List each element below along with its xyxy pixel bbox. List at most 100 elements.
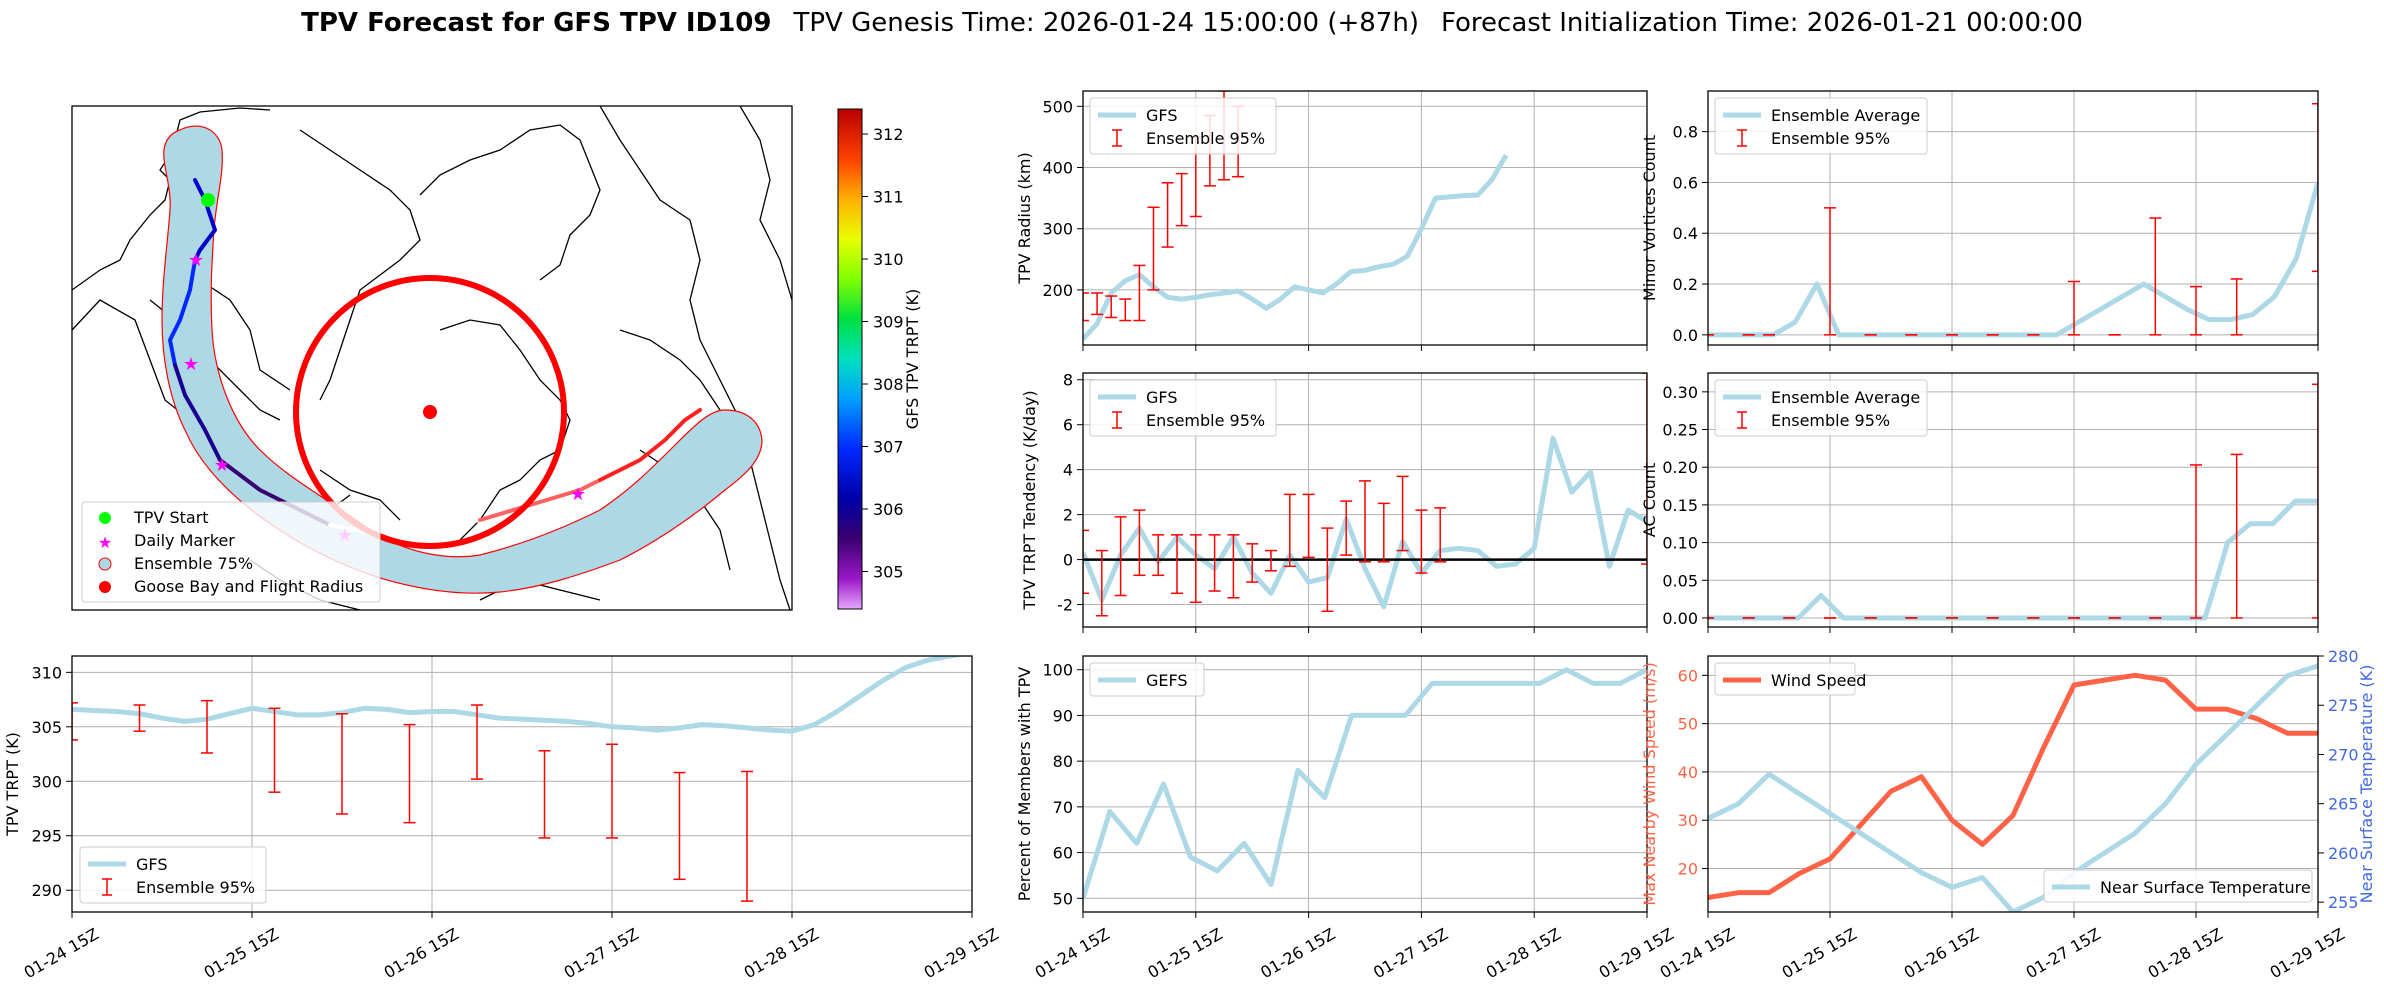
legend-box <box>1089 97 1277 155</box>
y-tick-label: 500 <box>1042 97 1073 116</box>
legend-label: GFS <box>1146 106 1177 125</box>
y-tick-label: 0.25 <box>1662 421 1698 440</box>
x-tick-label: 01-26 15Z <box>381 924 462 982</box>
y-tick-label: 400 <box>1042 159 1073 178</box>
radius-panel: 200 300 400 500 TPV Radius (km) GFS Ensemble 9… <box>1015 90 1648 351</box>
map-legend-item: Ensemble 75% <box>134 554 253 573</box>
legend-label: GFS <box>136 855 167 874</box>
trpt-panel: 290 295 300 305 310 01-24 15Z 01-25 15Z 01-26 1… <box>3 655 1002 982</box>
y-right-tick-label: 275 <box>2328 696 2359 715</box>
y-tick-label: 0.2 <box>1673 275 1698 294</box>
legend-box <box>1089 662 1205 697</box>
x-tick-label: 01-27 15Z <box>561 924 642 982</box>
y-tick-label: 300 <box>1042 220 1073 239</box>
axes-frame <box>1082 655 1648 913</box>
daily-marker: ★ <box>188 250 204 271</box>
daily-marker: ★ <box>214 455 230 476</box>
y-tick-label: 60 <box>1678 666 1698 685</box>
plot-area <box>1083 91 1509 341</box>
y-tick-label: 0.8 <box>1673 123 1698 142</box>
legend-label: GFS <box>1146 388 1177 407</box>
title-bold: TPV Forecast for GFS TPV ID109 <box>301 8 771 38</box>
colorbar-label: GFS TPV TRPT (K) <box>903 289 922 429</box>
y-tick-label: 4 <box>1063 461 1073 480</box>
legend-label: Near Surface Temperature <box>2100 878 2311 897</box>
colorbar-tick-label: 311 <box>873 188 904 207</box>
y-right-tick-label: 270 <box>2328 745 2359 764</box>
figure-title: TPV Forecast for GFS TPV ID109 TPV Genesi… <box>301 8 2083 38</box>
y-tick-label: 310 <box>31 663 62 682</box>
x-tick-label: 01-27 15Z <box>2023 924 2104 982</box>
daily-marker: ★ <box>570 484 586 505</box>
colorbar-tick-label: 305 <box>873 563 904 582</box>
y-right-tick-label: 260 <box>2328 844 2359 863</box>
tendency-panel: -2 0 2 4 6 8 TPV TRPT Tendency (K/day) GFS Ensem… <box>1020 371 1648 633</box>
y-tick-label: 20 <box>1678 860 1698 879</box>
y-tick-label: 40 <box>1678 763 1698 782</box>
y-tick-label: 0.4 <box>1673 224 1698 243</box>
plot-area <box>1708 102 2318 338</box>
colorbar-tick-label: 309 <box>873 313 904 332</box>
legend-label: GEFS <box>1146 671 1188 690</box>
gfs-trpt-line <box>72 656 967 734</box>
map-legend-item: Goose Bay and Flight Radius <box>134 577 363 596</box>
colorbar-tick-label: 306 <box>873 500 904 519</box>
map-legend-item: TPV Start <box>133 508 209 527</box>
y-tick-label: 0.00 <box>1662 609 1698 628</box>
x-tick-label: 01-26 15Z <box>1901 924 1982 982</box>
y-tick-label: 0.6 <box>1673 173 1698 192</box>
x-tick-label: 01-28 15Z <box>741 924 822 982</box>
y-tick-label: 305 <box>31 718 62 737</box>
legend-box <box>2043 869 2313 903</box>
map-panel: ★ ★ ★ ★ ★ TPV Start ★ Daily Marker Ensem… <box>71 105 922 611</box>
colorbar-tick-label: 310 <box>873 250 904 269</box>
map-legend-box <box>81 501 381 603</box>
ensemble-avg-minor-line <box>1708 181 2318 338</box>
axes-frame <box>1082 372 1648 628</box>
map-frame <box>71 105 793 611</box>
gfs-radius-line <box>1083 154 1509 341</box>
y-right-tick-label: 255 <box>2328 893 2359 912</box>
y-tick-label: 200 <box>1042 281 1073 300</box>
x-tick-label: 01-25 15Z <box>1144 924 1225 982</box>
x-tick-label: 01-29 15Z <box>2267 924 2348 982</box>
plot-area <box>1083 667 1647 900</box>
x-tick-label: 01-28 15Z <box>1483 924 1564 982</box>
gefs-percent-line <box>1083 667 1647 900</box>
legend-box <box>79 846 267 904</box>
goose-bay-icon <box>99 581 111 593</box>
y-tick-label: 80 <box>1053 752 1073 771</box>
near-surface-temp-line <box>1708 663 2318 912</box>
x-tick-label: 01-24 15Z <box>21 924 102 982</box>
y-tick-label: 50 <box>1678 715 1698 734</box>
colorbar-gradient <box>837 108 863 610</box>
y-axis-label: Percent of Members with TPV <box>1015 667 1034 901</box>
flight-radius-circle <box>293 275 567 549</box>
map-legend: TPV Start ★ Daily Marker Ensemble 75% Go… <box>81 501 381 603</box>
x-tick-label: 01-26 15Z <box>1257 924 1338 982</box>
title-genesis: TPV Genesis Time: 2026-01-24 15:00:00 (+… <box>792 8 1419 38</box>
title-init: Forecast Initialization Time: 2026-01-21… <box>1441 8 2083 38</box>
ensemble-avg-ac-line <box>1708 498 2318 621</box>
y-tick-label: 50 <box>1053 889 1073 908</box>
colorbar-ticks: 305 306 307 308 309 310 311 312 <box>862 125 904 582</box>
y-tick-label: 100 <box>1042 661 1073 680</box>
x-tick-label: 01-24 15Z <box>1032 924 1113 982</box>
legend-label: Ensemble 95% <box>1771 411 1890 430</box>
legend-label: Ensemble 95% <box>1146 129 1265 148</box>
y-axis-label: TPV TRPT Tendency (K/day) <box>1020 390 1039 610</box>
y-tick-label: 90 <box>1053 706 1073 725</box>
tpv-start-icon <box>99 512 111 524</box>
tpv-start-marker <box>201 193 215 207</box>
x-tick-label: 01-27 15Z <box>1370 924 1451 982</box>
x-tick-label: 01-28 15Z <box>2145 924 2226 982</box>
daily-marker: ★ <box>183 354 199 375</box>
y-tick-label: 0.20 <box>1662 458 1698 477</box>
legend-label: Ensemble 95% <box>136 878 255 897</box>
colorbar-tick-label: 312 <box>873 125 904 144</box>
legend-box <box>1714 97 1928 155</box>
y-tick-label: 70 <box>1053 798 1073 817</box>
axes-frame <box>71 655 973 913</box>
